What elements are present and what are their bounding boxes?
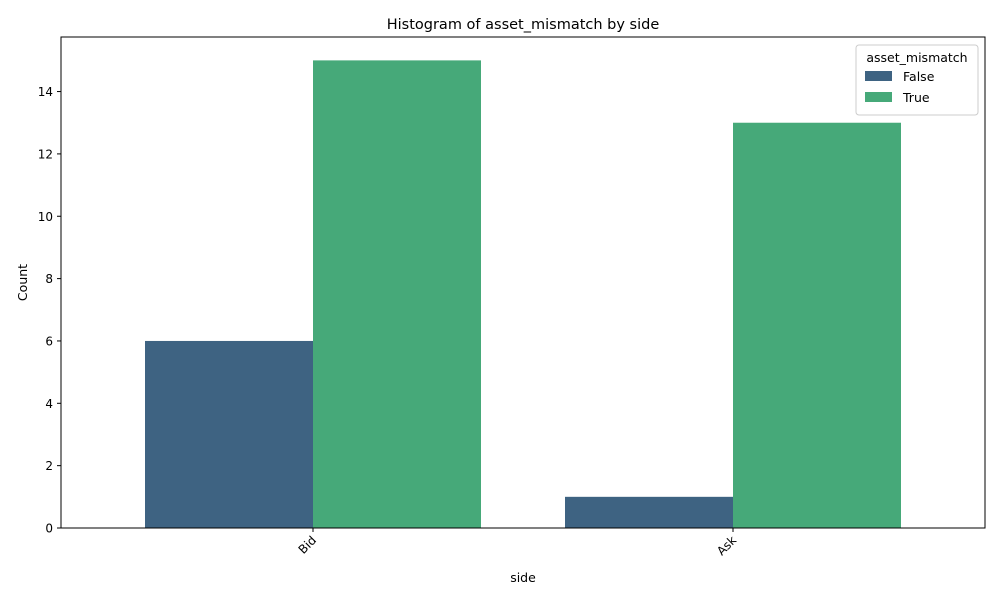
y-tick-label: 6 [45, 334, 53, 348]
y-axis-label: Count [15, 264, 30, 301]
bars-group [145, 60, 901, 528]
legend-label-true: True [902, 90, 930, 105]
plot-frame [60, 36, 986, 529]
x-axis: Bid Ask [296, 528, 739, 558]
y-tick-label: 0 [45, 522, 53, 536]
bar-bid-true [313, 60, 481, 528]
y-tick-label: 12 [38, 147, 53, 161]
y-tick-label: 4 [45, 397, 53, 411]
x-tick-label-bid: Bid [296, 533, 319, 556]
legend-swatch-true [865, 92, 892, 102]
y-tick-label: 2 [45, 459, 53, 473]
legend-swatch-false [865, 71, 892, 81]
x-axis-label: side [510, 570, 536, 585]
bar-bid-false [145, 340, 313, 528]
legend-title: asset_mismatch [866, 50, 967, 65]
legend: asset_mismatch False True [855, 44, 979, 116]
y-tick-label: 10 [38, 210, 53, 224]
bar-ask-false [565, 496, 733, 528]
y-tick-label: 14 [38, 85, 53, 99]
y-axis: 0 2 4 6 8 10 12 14 [38, 85, 61, 536]
legend-label-false: False [903, 69, 935, 84]
chart-title: Histogram of asset_mismatch by side [387, 17, 660, 33]
y-tick-label: 8 [45, 272, 53, 286]
bar-ask-true [733, 122, 901, 528]
x-tick-label-ask: Ask [714, 533, 739, 558]
